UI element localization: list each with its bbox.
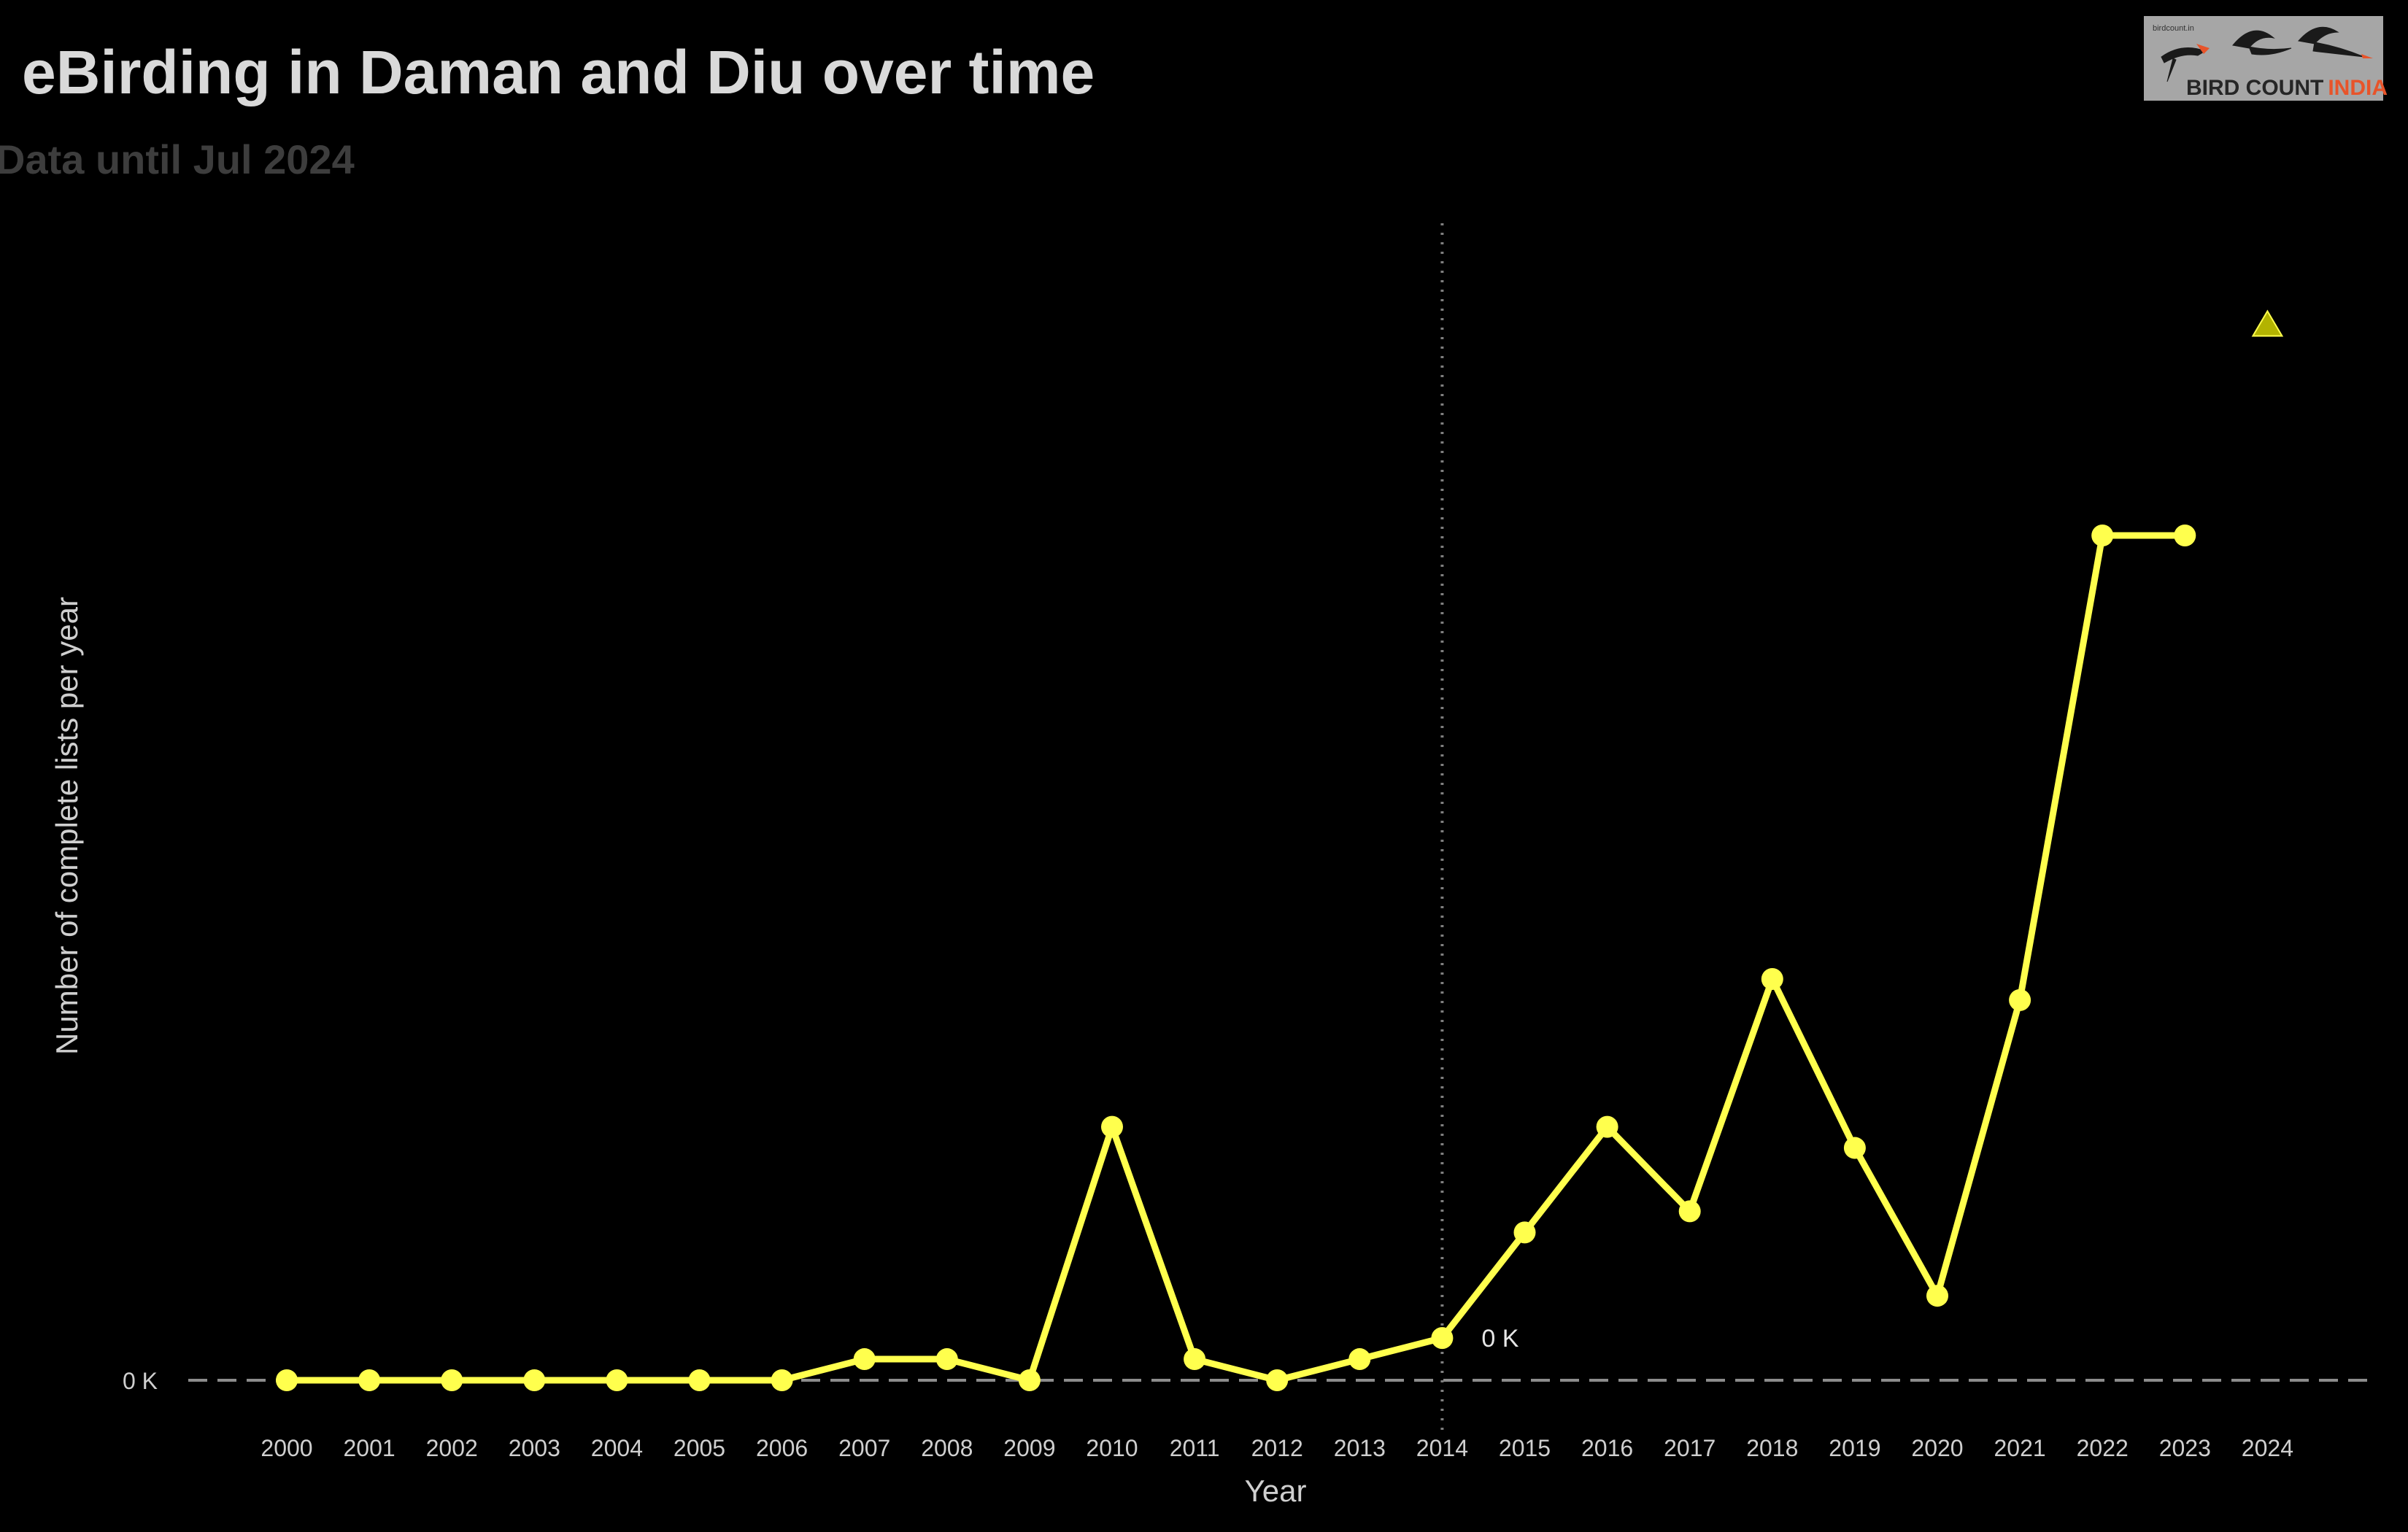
data-point [606, 1369, 628, 1391]
x-tick-label: 2008 [921, 1435, 973, 1461]
data-point [523, 1369, 546, 1391]
plot-area: 0 K 2000 2001 2002 2003 2004 2005 2006 2007 2008 2… [123, 223, 2368, 1461]
data-point [853, 1348, 876, 1371]
y-tick-label: 0 K [123, 1368, 158, 1394]
data-point [1926, 1285, 1948, 1307]
y-axis-title: Number of complete lists per year [50, 597, 84, 1055]
x-tick-label: 2003 [509, 1435, 560, 1461]
x-tick-label: 2016 [1581, 1435, 1633, 1461]
x-tick-label: 2004 [591, 1435, 643, 1461]
logo-text: BIRD COUNT INDIA [2186, 76, 2388, 100]
data-point [2174, 525, 2196, 546]
x-tick-label: 2001 [344, 1435, 395, 1461]
data-point [2009, 989, 2031, 1011]
x-tick-label: 2002 [426, 1435, 478, 1461]
x-tick-label: 2012 [1251, 1435, 1303, 1461]
x-tick-label: 2007 [838, 1435, 890, 1461]
data-point [1018, 1369, 1041, 1391]
data-point [1596, 1115, 1618, 1138]
data-point [1184, 1348, 1206, 1371]
x-tick-label: 2000 [261, 1435, 312, 1461]
data-point [1101, 1115, 1123, 1138]
x-tick-label: 2005 [674, 1435, 725, 1461]
data-point [1431, 1327, 1454, 1350]
x-tick-label: 2014 [1416, 1435, 1468, 1461]
data-point [358, 1369, 381, 1391]
x-tick-label: 2006 [756, 1435, 808, 1461]
data-point [1348, 1348, 1371, 1371]
x-tick-label: 2020 [1911, 1435, 1963, 1461]
x-tick-label: 2011 [1170, 1435, 1220, 1461]
logo-word-india: INDIA [2328, 76, 2388, 100]
chart-subtitle: Data until Jul 2024 [0, 136, 355, 182]
data-point [2091, 525, 2114, 546]
data-point [688, 1369, 711, 1391]
data-point [441, 1369, 463, 1391]
chart-title: eBirding in Daman and Diu over time [22, 38, 1095, 107]
x-tick-label: 2024 [2242, 1435, 2293, 1461]
data-point [935, 1348, 958, 1371]
x-tick-label: 2022 [2077, 1435, 2129, 1461]
data-point [1678, 1200, 1701, 1223]
x-tick-label: 2010 [1086, 1435, 1138, 1461]
x-tick-label: 2013 [1334, 1435, 1386, 1461]
data-point [1843, 1137, 1866, 1159]
data-label: 0 K [1481, 1325, 1518, 1353]
x-tick-label: 2018 [1746, 1435, 1798, 1461]
logo-word-bird-count: BIRD COUNT [2186, 76, 2323, 100]
x-tick-label: 2017 [1664, 1435, 1716, 1461]
x-tick-label: 2023 [2159, 1435, 2211, 1461]
bird-count-india-logo: birdcount.in BIRD COUNT INDIA [2144, 16, 2388, 101]
logo-small-text: birdcount.in [2153, 24, 2194, 33]
data-point [276, 1369, 298, 1391]
bird-silhouettes-icon [2161, 26, 2373, 82]
data-point [1761, 967, 1783, 990]
x-tick-label: 2021 [1994, 1435, 2046, 1461]
x-tick-label: 2019 [1829, 1435, 1880, 1461]
data-point [771, 1369, 793, 1391]
data-point [1266, 1369, 1289, 1391]
x-tick-label: 2009 [1003, 1435, 1055, 1461]
x-axis-title: Year [1245, 1474, 1307, 1508]
x-tick-label: 2015 [1499, 1435, 1551, 1461]
data-point [1513, 1221, 1536, 1244]
series-line [283, 532, 2188, 1384]
partial-year-marker [2251, 309, 2284, 337]
logo-background [2144, 16, 2383, 101]
